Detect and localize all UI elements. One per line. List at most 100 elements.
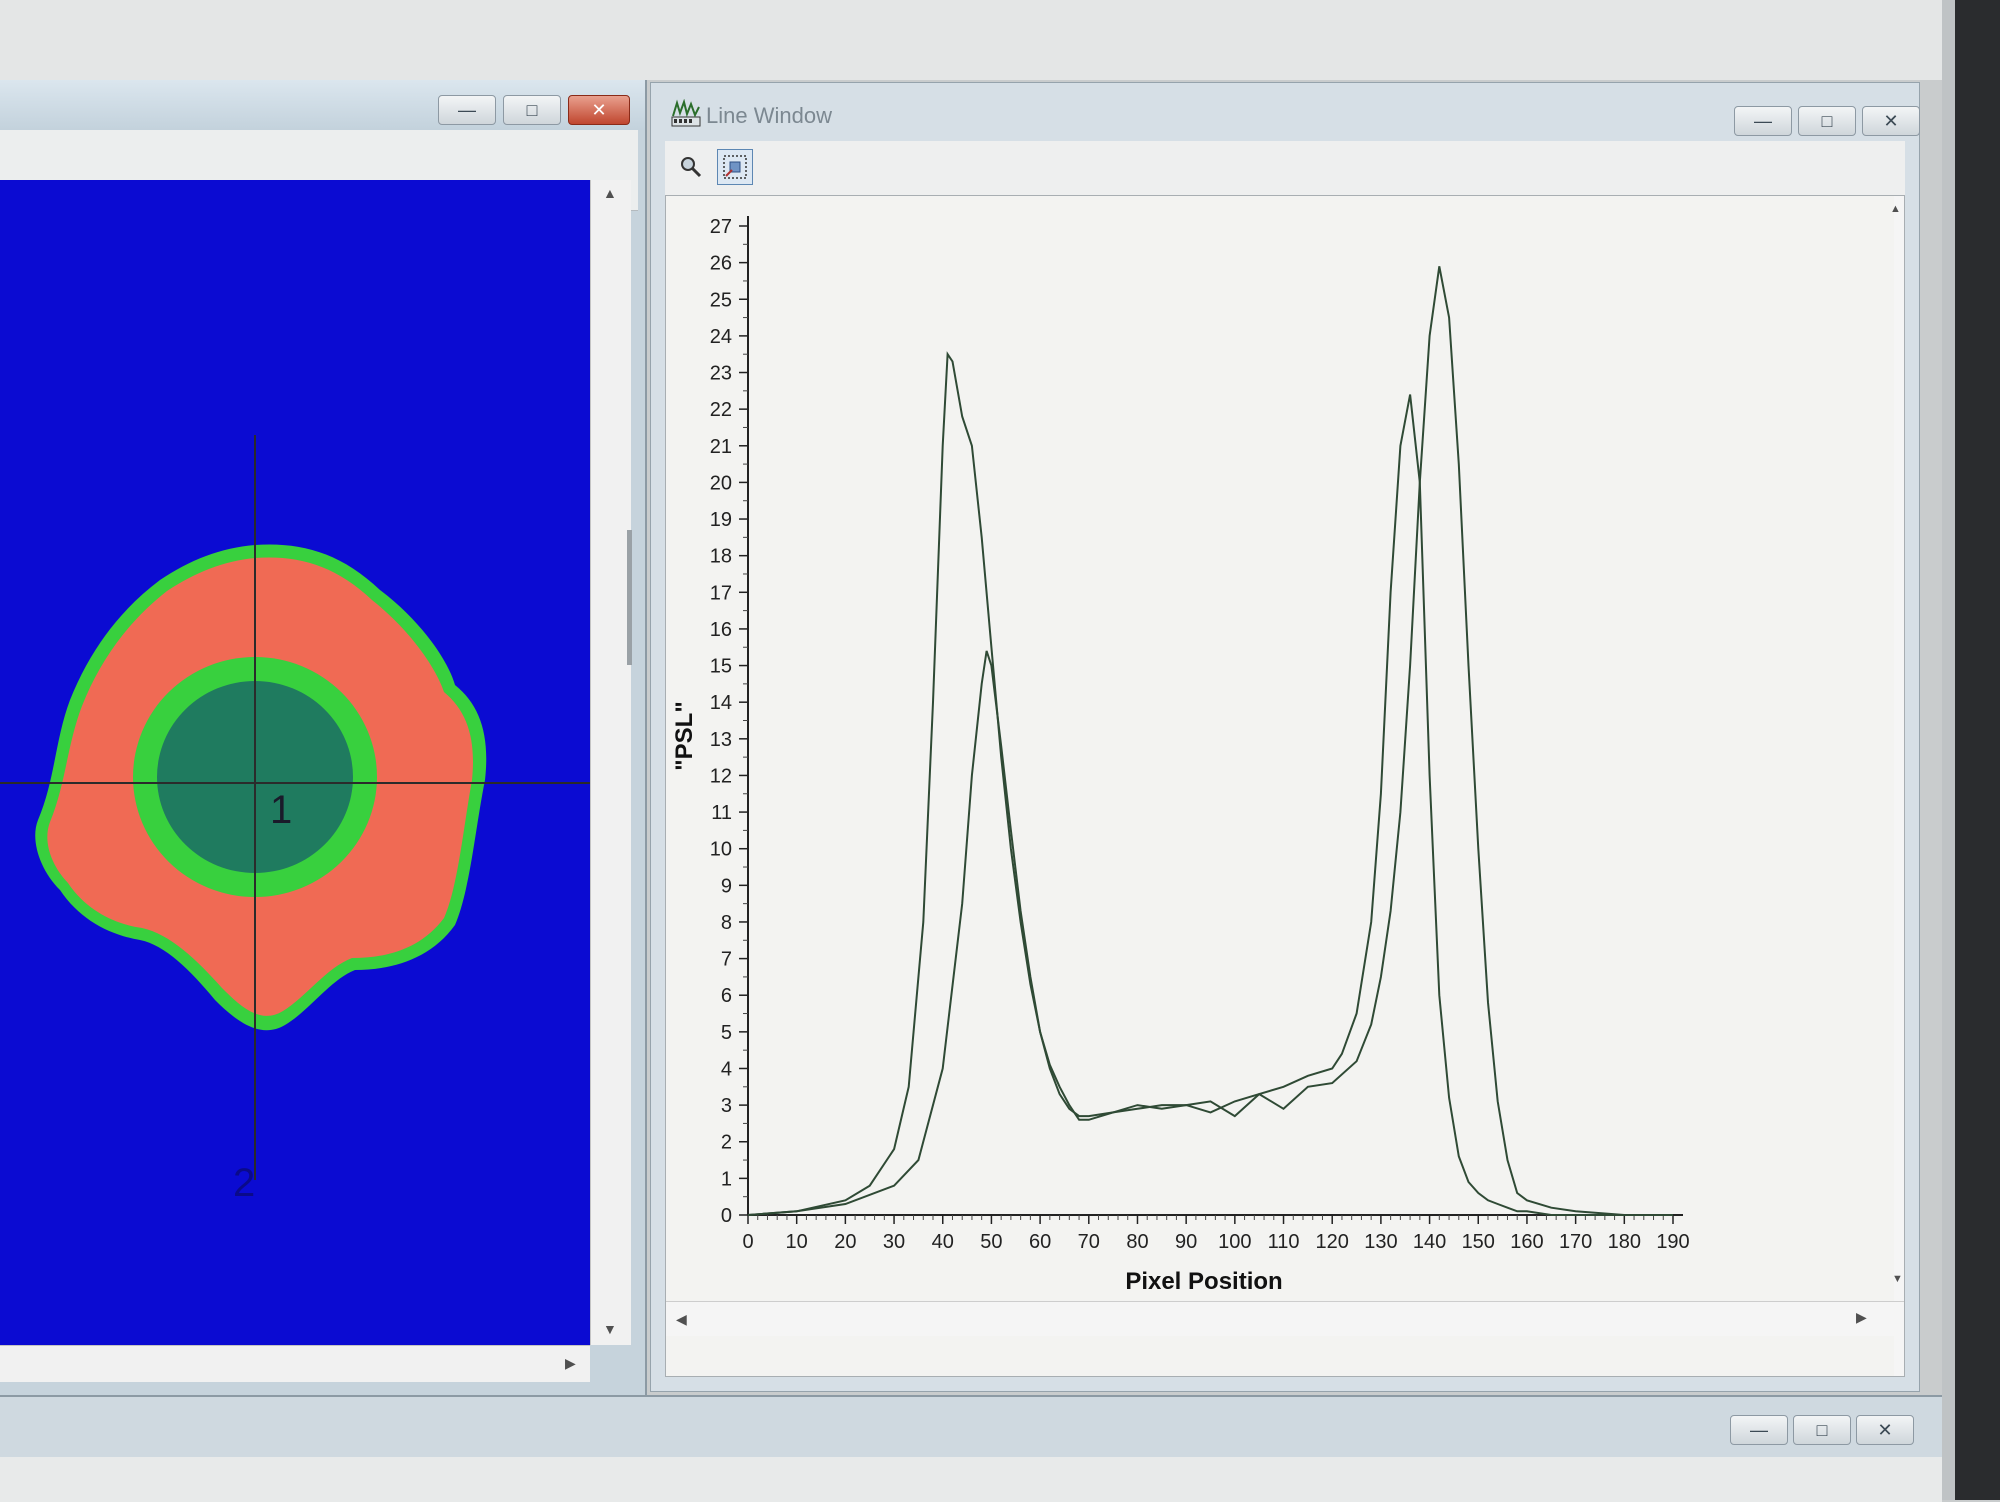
y-tick-label: 26 [710, 253, 732, 275]
zoom-region-button[interactable] [717, 149, 753, 185]
bottom-window: — □ ✕ [0, 1395, 1942, 1502]
x-tick-label: 170 [1559, 1231, 1592, 1253]
scroll-up-icon[interactable]: ▲ [603, 185, 617, 201]
y-tick-label: 14 [710, 692, 732, 714]
bottom-window-maximize-button[interactable]: □ [1793, 1415, 1851, 1445]
line-profile-app-icon [671, 99, 701, 127]
y-tick-label: 4 [721, 1058, 732, 1080]
x-tick-label: 120 [1316, 1231, 1349, 1253]
y-tick-label: 18 [710, 546, 732, 568]
y-tick-label: 15 [710, 656, 732, 678]
x-tick-label: 80 [1126, 1231, 1148, 1253]
x-tick-label: 150 [1462, 1231, 1495, 1253]
maximize-icon: □ [1821, 110, 1833, 131]
y-tick-label: 8 [721, 912, 732, 934]
bottom-window-close-button[interactable]: ✕ [1856, 1415, 1914, 1445]
y-axis-label: "PSL" [671, 701, 698, 770]
minimize-icon: — [1750, 1419, 1768, 1440]
image-horizontal-scrollbar[interactable]: ▶ [0, 1345, 590, 1382]
desktop-background [0, 0, 2000, 80]
y-tick-label: 0 [721, 1205, 732, 1227]
psl-image-canvas[interactable]: 1 2 [0, 180, 590, 1345]
x-tick-label: 130 [1364, 1231, 1397, 1253]
image-window-maximize-button[interactable]: □ [503, 95, 561, 125]
x-tick-label: 30 [883, 1231, 905, 1253]
line-window-titlebar: Line Window — □ ✕ [651, 83, 1920, 145]
x-tick-label: 0 [742, 1231, 753, 1253]
line-profile-chart[interactable]: 0 10 20 30 40 50 60 70 80 90 100 110 120 130 140 150 160… [666, 196, 1884, 1296]
y-tick-label: 9 [721, 875, 732, 897]
x-tick-label: 70 [1078, 1231, 1100, 1253]
minimize-icon: — [1754, 110, 1772, 131]
y-tick-label: 10 [710, 839, 732, 861]
x-tick-label: 60 [1029, 1231, 1051, 1253]
plot-vertical-scrollbar[interactable]: ▲ [1890, 196, 1904, 1376]
scroll-right-icon[interactable]: ▶ [565, 1355, 576, 1371]
y-tick-label: 23 [710, 363, 732, 385]
x-tick-label: 100 [1218, 1231, 1251, 1253]
y-tick-label: 6 [721, 985, 732, 1007]
bottom-window-minimize-button[interactable]: — [1730, 1415, 1788, 1445]
scroll-down-icon[interactable]: ▼ [603, 1321, 617, 1337]
image-window-minimize-button[interactable]: — [438, 95, 496, 125]
plot-scroll-down-icon[interactable]: ▼ [1892, 1273, 1903, 1285]
scroll-right-icon[interactable]: ▶ [1856, 1309, 1867, 1325]
y-tick-label: 22 [710, 399, 732, 421]
x-axis-ticks: 0 10 20 30 40 50 60 70 80 90 100 110 120 130 140 150 160… [742, 1215, 1690, 1253]
line-window-maximize-button[interactable]: □ [1798, 106, 1856, 136]
x-tick-label: 50 [980, 1231, 1002, 1253]
close-icon: ✕ [1877, 1419, 1893, 1440]
y-tick-label: 1 [721, 1168, 732, 1190]
y-tick-label: 19 [710, 509, 732, 531]
marker-2-label: 2 [233, 1161, 255, 1205]
y-tick-label: 3 [721, 1095, 732, 1117]
close-icon: ✕ [1883, 110, 1899, 131]
screen-edge [1942, 0, 1956, 1500]
line-window-toolbar [665, 141, 1905, 197]
line-window: Line Window — □ ✕ 0 10 20 30 40 [650, 82, 1920, 1392]
x-tick-label: 190 [1656, 1231, 1689, 1253]
series-2-line [747, 266, 1673, 1216]
x-tick-label: 160 [1510, 1231, 1543, 1253]
x-tick-label: 40 [932, 1231, 954, 1253]
line-window-close-button[interactable]: ✕ [1862, 106, 1920, 136]
image-window-close-button[interactable]: ✕ [568, 95, 630, 125]
x-tick-label: 180 [1608, 1231, 1641, 1253]
image-window-titlebar: — □ ✕ [0, 80, 645, 130]
y-axis-ticks: 0123456789101112131415161718192021222324… [710, 216, 748, 1227]
image-vertical-scrollbar[interactable]: ▲ ▼ [590, 180, 631, 1345]
y-tick-label: 12 [710, 765, 732, 787]
x-axis-label: Pixel Position [1125, 1268, 1282, 1295]
bottom-window-bar [0, 1457, 1942, 1502]
magnifier-button[interactable] [673, 149, 709, 185]
minimize-icon: — [458, 99, 476, 120]
zoom-region-icon [723, 155, 747, 179]
y-tick-label: 16 [710, 619, 732, 641]
magnifier-icon [681, 157, 702, 178]
chart-axes [747, 216, 1683, 1216]
y-tick-label: 24 [710, 326, 732, 348]
line-window-title: Line Window [706, 103, 832, 128]
image-scroll-thumb[interactable] [627, 530, 632, 665]
y-tick-label: 7 [721, 949, 732, 971]
y-tick-label: 5 [721, 1022, 732, 1044]
x-tick-label: 110 [1268, 1231, 1300, 1253]
x-tick-label: 90 [1175, 1231, 1197, 1253]
close-icon: ✕ [591, 99, 607, 120]
x-tick-label: 10 [786, 1231, 808, 1253]
plot-panel: 0 10 20 30 40 50 60 70 80 90 100 110 120 130 140 150 160… [665, 195, 1905, 1377]
monitor-bezel [1955, 0, 2000, 1500]
scroll-up-icon[interactable]: ▲ [1890, 203, 1901, 215]
scroll-left-icon[interactable]: ◀ [676, 1311, 687, 1327]
y-tick-label: 27 [710, 216, 732, 238]
y-tick-label: 2 [721, 1132, 732, 1154]
line-window-minimize-button[interactable]: — [1734, 106, 1792, 136]
y-tick-label: 17 [710, 582, 732, 604]
y-tick-label: 20 [710, 472, 732, 494]
marker-1-label: 1 [270, 788, 292, 832]
x-tick-label: 20 [834, 1231, 856, 1253]
y-tick-label: 11 [711, 802, 732, 824]
maximize-icon: □ [1816, 1419, 1828, 1440]
chart-series [747, 266, 1673, 1216]
plot-horizontal-scrollbar[interactable]: ◀ ▶ [666, 1301, 1904, 1336]
